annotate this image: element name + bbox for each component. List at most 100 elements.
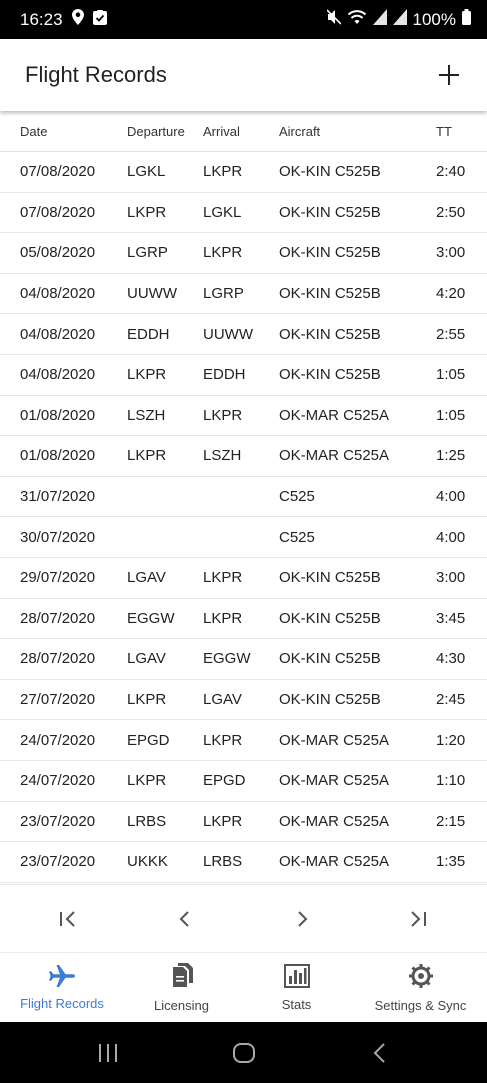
cell-aircraft: C525 [279,528,315,546]
cell-arrival: LRBS [203,853,243,871]
table-row[interactable]: 23/07/2020 UKKK LRBS OK-MAR C525A 1:35 [0,842,487,883]
header-arrival[interactable]: Arrival [203,123,240,139]
table-row[interactable]: 31/07/2020 C525 4:00 [0,477,487,518]
cell-tt: 2:40 [436,163,466,181]
cell-departure: LGKL [127,163,166,181]
table-row[interactable]: 01/08/2020 LSZH LKPR OK-MAR C525A 1:05 [0,396,487,437]
next-page-icon[interactable] [290,907,314,931]
cell-date: 07/08/2020 [20,163,96,181]
back-icon[interactable] [367,1040,393,1066]
cell-aircraft: OK-KIN C525B [279,691,381,709]
table-row[interactable]: 24/07/2020 EPGD LKPR OK-MAR C525A 1:20 [0,720,487,761]
cell-departure: EDDH [127,325,170,343]
cell-arrival: LKPR [203,406,243,424]
nav-settings-sync[interactable]: Settings & Sync [354,953,487,1023]
cell-tt: 2:15 [436,812,466,830]
cell-departure: LGAV [127,569,166,587]
cell-date: 24/07/2020 [20,731,96,749]
table-row[interactable]: 24/07/2020 LKPR EPGD OK-MAR C525A 1:10 [0,761,487,802]
cell-arrival: LSZH [203,447,242,465]
cell-aircraft: OK-KIN C525B [279,285,381,303]
cell-departure: UUWW [127,285,177,303]
bar-chart-icon [283,964,310,991]
cell-aircraft: OK-KIN C525B [279,244,381,262]
cell-departure: LKPR [127,203,167,221]
header-aircraft[interactable]: Aircraft [279,123,321,139]
cell-aircraft: OK-MAR C525A [279,406,390,424]
cell-arrival: LGAV [203,691,242,709]
cell-tt: 3:00 [436,244,466,262]
mute-icon [325,9,342,30]
cell-tt: 2:45 [436,691,466,709]
cell-tt: 4:30 [436,650,466,668]
nav-stats[interactable]: Stats [239,953,354,1023]
header-tt[interactable]: TT [436,123,452,139]
signal-icon [392,9,407,30]
cell-tt: 1:05 [436,366,466,384]
documents-icon [171,963,193,992]
pagination-bar [0,884,487,952]
wifi-icon [347,9,367,30]
cell-departure: EGGW [127,609,175,627]
table-row[interactable]: 04/08/2020 UUWW LGRP OK-KIN C525B 4:20 [0,274,487,315]
cell-date: 28/07/2020 [20,609,96,627]
cell-date: 05/08/2020 [20,244,96,262]
table-row[interactable]: 23/07/2020 LRBS LKPR OK-MAR C525A 2:15 [0,802,487,843]
cell-aircraft: C525 [279,488,315,506]
cell-date: 01/08/2020 [20,447,96,465]
system-navigation-bar [0,1022,487,1083]
table-row[interactable]: 05/08/2020 LGRP LKPR OK-KIN C525B 3:00 [0,233,487,274]
nav-label: Settings & Sync [374,998,467,1013]
cell-date: 23/07/2020 [20,853,96,871]
nav-flight-records[interactable]: Flight Records [0,953,124,1023]
cell-aircraft: OK-KIN C525B [279,366,381,384]
first-page-icon[interactable] [56,907,80,931]
gear-icon [408,963,434,992]
battery-icon [462,9,471,30]
table-row[interactable]: 30/07/2020 C525 4:00 [0,517,487,558]
cell-date: 04/08/2020 [20,325,96,343]
table-row[interactable]: 28/07/2020 EGGW LKPR OK-KIN C525B 3:45 [0,599,487,640]
cell-departure: LGAV [127,650,166,668]
cell-aircraft: OK-MAR C525A [279,812,390,830]
header-departure[interactable]: Departure [127,123,185,139]
recent-apps-icon[interactable] [95,1040,121,1066]
table-row[interactable]: 07/08/2020 LGKL LKPR OK-KIN C525B 2:40 [0,152,487,193]
cell-aircraft: OK-MAR C525A [279,447,390,465]
cell-tt: 4:00 [436,488,466,506]
table-row[interactable]: 29/07/2020 LGAV LKPR OK-KIN C525B 3:00 [0,558,487,599]
cell-arrival: LGRP [203,285,244,303]
nav-licensing[interactable]: Licensing [124,953,239,1023]
app-bar: Flight Records [0,39,487,111]
cell-date: 04/08/2020 [20,366,96,384]
cell-arrival: UUWW [203,325,253,343]
cell-date: 24/07/2020 [20,772,96,790]
cell-date: 30/07/2020 [20,528,96,546]
table-body: 07/08/2020 LGKL LKPR OK-KIN C525B 2:40 07/08/… [0,152,487,883]
table-row[interactable]: 27/07/2020 LKPR LGAV OK-KIN C525B 2:45 [0,680,487,721]
cell-departure: LKPR [127,772,167,790]
plus-icon[interactable] [435,61,463,89]
cell-tt: 2:55 [436,325,466,343]
cell-aircraft: OK-KIN C525B [279,325,381,343]
cell-arrival: EGGW [203,650,251,668]
cell-tt: 1:35 [436,853,466,871]
table-row[interactable]: 04/08/2020 EDDH UUWW OK-KIN C525B 2:55 [0,314,487,355]
cell-tt: 3:00 [436,569,466,587]
cell-tt: 3:45 [436,609,466,627]
cell-aircraft: OK-KIN C525B [279,569,381,587]
table-row[interactable]: 07/08/2020 LKPR LGKL OK-KIN C525B 2:50 [0,193,487,234]
table-row[interactable]: 04/08/2020 LKPR EDDH OK-KIN C525B 1:05 [0,355,487,396]
cell-tt: 1:20 [436,731,466,749]
last-page-icon[interactable] [406,907,430,931]
previous-page-icon[interactable] [173,907,197,931]
nav-label: Licensing [154,998,209,1013]
cell-aircraft: OK-KIN C525B [279,650,381,668]
cell-tt: 1:10 [436,772,466,790]
cell-arrival: LKPR [203,609,243,627]
header-date[interactable]: Date [20,123,48,139]
battery-text: 100% [412,9,456,29]
home-icon[interactable] [231,1040,257,1066]
table-row[interactable]: 28/07/2020 LGAV EGGW OK-KIN C525B 4:30 [0,639,487,680]
table-row[interactable]: 01/08/2020 LKPR LSZH OK-MAR C525A 1:25 [0,436,487,477]
